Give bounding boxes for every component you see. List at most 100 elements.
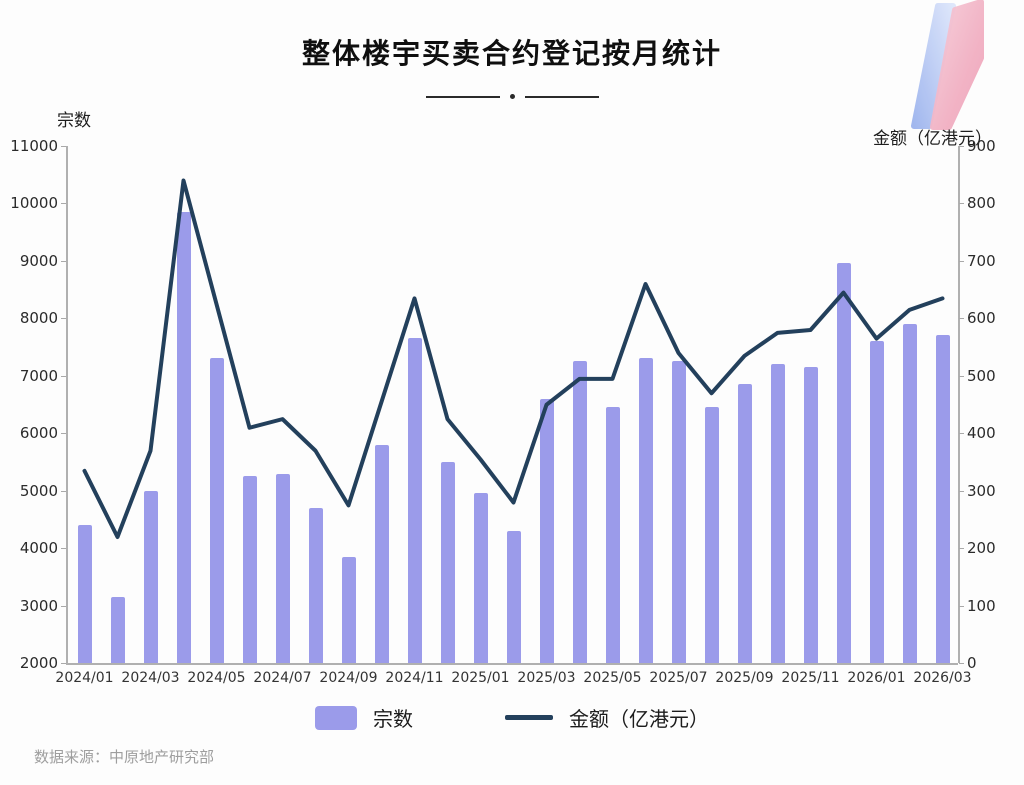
y-axis-tick — [61, 663, 66, 664]
bar — [143, 490, 158, 663]
y-axis-tick — [959, 145, 964, 147]
bar — [803, 366, 818, 663]
y-axis-label-right: 200 — [967, 539, 996, 557]
bar — [242, 476, 257, 663]
y-axis-tick — [61, 318, 66, 319]
bar — [275, 474, 290, 663]
bar — [869, 341, 884, 663]
bar — [407, 338, 422, 663]
y-axis-label-right: 600 — [967, 309, 996, 327]
y-axis-tick — [959, 548, 964, 549]
bar — [374, 444, 389, 663]
bar — [110, 596, 125, 663]
x-axis-label: 2025/05 — [583, 670, 642, 686]
legend-item-bars: 宗数 — [315, 703, 413, 732]
y-axis-label-left: 3000 — [19, 596, 58, 615]
bar — [737, 384, 752, 663]
bar — [506, 530, 521, 663]
bar — [539, 398, 554, 663]
y-axis-tick — [959, 605, 964, 607]
y-axis-tick — [61, 605, 66, 607]
bar — [605, 407, 620, 663]
bar — [902, 323, 917, 663]
x-axis-label: 2025/03 — [517, 670, 576, 686]
y-axis-tick — [61, 260, 66, 262]
title-divider — [0, 94, 1024, 99]
y-axis-tick — [61, 375, 66, 377]
bar — [836, 263, 851, 663]
x-axis-label: 2024/09 — [319, 670, 378, 686]
y-axis-label-left: 5000 — [19, 481, 58, 500]
y-axis-label-left: 10000 — [10, 194, 58, 212]
right-axis-unit-label: 金额（亿港元） — [873, 129, 992, 149]
legend-bar-label: 宗数 — [373, 707, 413, 731]
y-axis-label-right: 700 — [967, 251, 996, 270]
bar — [176, 211, 191, 663]
x-axis-label: 2025/07 — [649, 670, 708, 686]
y-axis-tick — [959, 663, 964, 664]
page-title: 整体楼宇买卖合约登记按月统计 — [301, 37, 722, 70]
x-axis-label: 2026/03 — [913, 670, 972, 686]
trend-line — [82, 178, 945, 539]
y-axis-label-left: 11000 — [10, 136, 58, 155]
legend-line-swatch — [505, 715, 553, 720]
x-axis-label: 2025/09 — [715, 670, 774, 686]
y-axis-label-left: 9000 — [19, 251, 58, 270]
legend-item-line: 金额（亿港元） — [505, 703, 709, 732]
y-axis-label-left: 7000 — [19, 366, 58, 385]
y-axis-label-left: 4000 — [19, 539, 58, 557]
y-axis-label-right: 900 — [967, 136, 996, 155]
y-axis-left-line — [66, 145, 68, 663]
y-axis-label-left: 2000 — [19, 654, 58, 672]
bar — [572, 361, 587, 663]
legend-line-label: 金额（亿港元） — [569, 707, 709, 731]
bar — [770, 364, 785, 663]
logo-pink-shape — [930, 0, 984, 130]
bar — [209, 358, 224, 663]
x-axis-label: 2025/01 — [451, 670, 510, 686]
legend-bar-swatch — [315, 705, 357, 730]
y-axis-tick — [61, 490, 66, 492]
y-axis-tick — [959, 490, 964, 492]
y-axis-label-left: 6000 — [19, 424, 58, 442]
brand-logo — [911, 0, 984, 130]
data-source-note: 数据来源：中原地产研究部 — [34, 748, 215, 766]
y-axis-label-right: 500 — [967, 366, 996, 385]
divider-line-right — [524, 95, 599, 98]
y-axis-tick — [959, 433, 964, 434]
y-axis-label-left: 8000 — [19, 309, 58, 327]
y-axis-label-right: 0 — [967, 654, 977, 672]
y-axis-tick — [61, 145, 66, 147]
y-axis-label-right: 300 — [967, 481, 996, 500]
x-axis-label: 2024/11 — [385, 670, 444, 686]
x-axis-label: 2026/01 — [847, 670, 906, 686]
y-axis-tick — [959, 375, 964, 377]
bar — [704, 407, 719, 663]
y-axis-tick — [61, 203, 66, 204]
bar — [935, 335, 950, 663]
divider-dot — [509, 94, 515, 99]
bar — [638, 358, 653, 663]
logo-blue-shape — [911, 3, 956, 129]
left-axis-unit-label: 宗数 — [57, 111, 91, 131]
legend: 宗数 金额（亿港元） — [0, 703, 1024, 732]
x-axis-label: 2024/05 — [187, 670, 246, 686]
bar — [671, 361, 686, 663]
y-axis-tick — [959, 260, 964, 262]
x-axis-label: 2024/01 — [55, 670, 114, 686]
y-axis-tick — [959, 318, 964, 319]
y-axis-tick — [61, 548, 66, 549]
y-axis-label-right: 100 — [967, 596, 996, 615]
divider-line-left — [425, 95, 500, 98]
y-axis-label-right: 800 — [967, 194, 996, 212]
bar — [440, 461, 455, 663]
bar — [341, 556, 356, 663]
y-axis-label-right: 400 — [967, 424, 996, 442]
x-axis-label: 2025/11 — [781, 670, 840, 686]
y-axis-right-line — [958, 145, 960, 663]
x-axis-label: 2024/03 — [121, 670, 180, 686]
bar — [308, 507, 323, 663]
x-axis-label: 2024/07 — [253, 670, 312, 686]
y-axis-tick — [959, 203, 964, 204]
